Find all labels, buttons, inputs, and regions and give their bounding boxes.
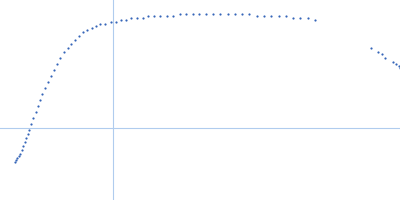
Point bbox=[17, 152, 24, 156]
Point bbox=[196, 12, 202, 16]
Point bbox=[382, 56, 389, 60]
Point bbox=[26, 128, 32, 132]
Point bbox=[246, 12, 253, 16]
Point bbox=[151, 14, 157, 18]
Point bbox=[217, 12, 224, 16]
Point bbox=[97, 22, 104, 26]
Point bbox=[24, 132, 31, 136]
Point bbox=[84, 28, 90, 32]
Point bbox=[261, 14, 267, 18]
Point bbox=[170, 14, 176, 18]
Point bbox=[368, 46, 374, 50]
Point bbox=[304, 16, 311, 20]
Point bbox=[157, 14, 163, 18]
Point bbox=[45, 80, 51, 84]
Point bbox=[139, 16, 146, 20]
Point bbox=[61, 50, 67, 54]
Point bbox=[224, 12, 231, 16]
Point bbox=[390, 60, 396, 64]
Point bbox=[375, 50, 381, 54]
Point bbox=[28, 122, 34, 126]
Point bbox=[275, 14, 282, 18]
Point bbox=[80, 30, 86, 34]
Point bbox=[54, 62, 60, 66]
Point bbox=[39, 92, 45, 96]
Point bbox=[102, 22, 109, 26]
Point bbox=[128, 16, 134, 20]
Point bbox=[268, 14, 274, 18]
Point bbox=[239, 12, 245, 16]
Point bbox=[19, 148, 25, 152]
Point bbox=[57, 56, 64, 60]
Point bbox=[283, 14, 289, 18]
Point bbox=[32, 110, 39, 114]
Point bbox=[68, 42, 74, 46]
Point bbox=[134, 16, 140, 20]
Point bbox=[30, 116, 37, 120]
Point bbox=[203, 12, 209, 16]
Point bbox=[37, 98, 43, 102]
Point bbox=[123, 18, 129, 22]
Point bbox=[42, 86, 48, 90]
Point bbox=[93, 24, 99, 28]
Point bbox=[23, 136, 29, 140]
Point bbox=[190, 12, 196, 16]
Point bbox=[210, 12, 216, 16]
Point bbox=[290, 16, 296, 20]
Point bbox=[13, 158, 19, 162]
Point bbox=[75, 34, 82, 38]
Point bbox=[72, 38, 78, 42]
Point bbox=[163, 14, 170, 18]
Point bbox=[297, 16, 304, 20]
Point bbox=[11, 160, 18, 164]
Point bbox=[183, 12, 189, 16]
Point bbox=[22, 140, 28, 144]
Point bbox=[14, 156, 21, 160]
Point bbox=[64, 46, 71, 50]
Point bbox=[254, 14, 260, 18]
Point bbox=[88, 26, 95, 30]
Point bbox=[51, 68, 57, 72]
Point bbox=[20, 144, 26, 148]
Point bbox=[393, 62, 400, 66]
Point bbox=[379, 52, 385, 56]
Point bbox=[16, 154, 22, 158]
Point bbox=[107, 20, 114, 24]
Point bbox=[145, 14, 152, 18]
Point bbox=[395, 64, 400, 68]
Point bbox=[397, 66, 400, 70]
Point bbox=[176, 12, 183, 16]
Point bbox=[35, 104, 41, 108]
Point bbox=[112, 20, 119, 24]
Point bbox=[232, 12, 238, 16]
Point bbox=[312, 18, 318, 22]
Point bbox=[48, 74, 54, 78]
Point bbox=[118, 18, 124, 22]
